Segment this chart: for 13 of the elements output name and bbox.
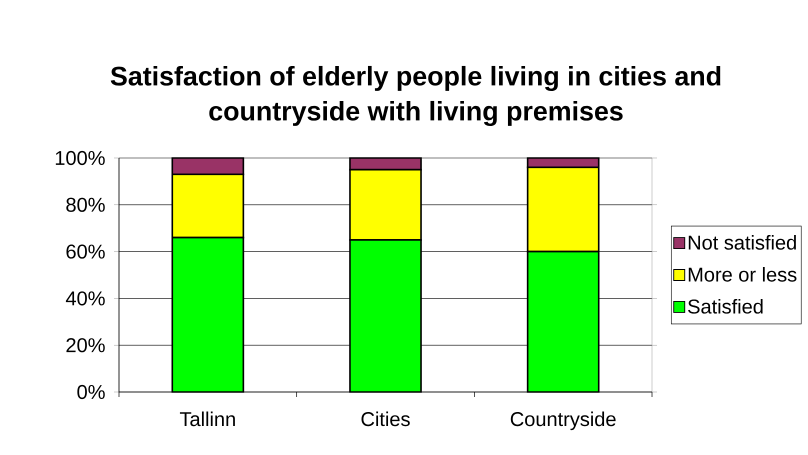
legend-label: Satisfied	[688, 298, 763, 314]
legend-label: Not satisfied	[688, 235, 796, 250]
y-tick-label: 100%	[56, 150, 105, 166]
x-tick-label: Countryside	[510, 412, 616, 430]
y-tick-label: 60%	[66, 244, 105, 259]
y-tick-label: 40%	[66, 291, 105, 306]
chart-title: Satisfaction of elderly people living in cities and countryside with living premises	[110, 66, 720, 126]
y-tick-label: 0%	[77, 384, 105, 400]
x-tick-label: Tallinn	[180, 412, 235, 426]
y-tick-label: 80%	[66, 198, 105, 212]
y-tick-label: 20%	[66, 338, 105, 352]
legend-label: More or less	[688, 267, 796, 282]
x-tick-label: Cities	[362, 412, 410, 426]
